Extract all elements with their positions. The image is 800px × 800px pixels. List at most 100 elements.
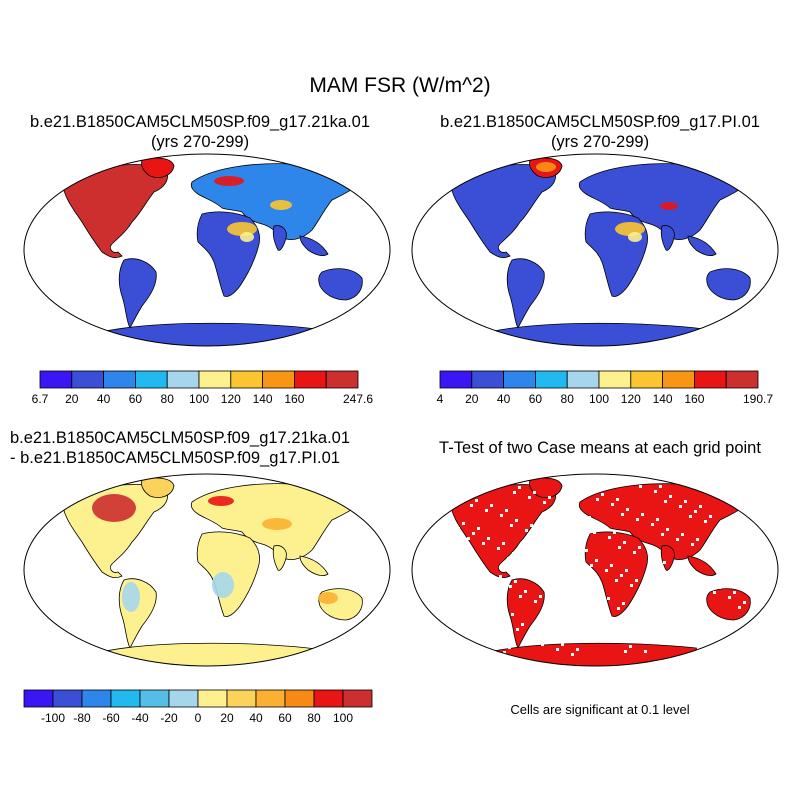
nonsignificant-cell	[741, 573, 744, 576]
nonsignificant-cell	[565, 549, 568, 552]
nonsignificant-cell	[556, 648, 559, 651]
nonsignificant-cell	[596, 498, 599, 501]
nonsignificant-cell	[507, 557, 510, 560]
nonsignificant-cell	[681, 533, 684, 536]
nonsignificant-cell	[469, 565, 472, 568]
nonsignificant-cell	[622, 602, 625, 605]
nonsignificant-cell	[453, 621, 456, 624]
colorbar-label: 60	[129, 392, 143, 406]
nonsignificant-cell	[623, 541, 626, 544]
colorbar-label: 40	[97, 392, 111, 406]
panel-title-case1-line1: b.e21.B1850CAM5CLM50SP.f09_g17.21ka.01	[29, 113, 371, 131]
nonsignificant-cell	[496, 608, 499, 611]
nonsignificant-cell	[466, 598, 469, 601]
landmass-seAsia	[687, 235, 717, 257]
field-patch	[122, 582, 140, 612]
nonsignificant-cell	[448, 626, 451, 629]
nonsignificant-cell	[749, 535, 752, 538]
field-patch	[660, 202, 678, 210]
nonsignificant-cell	[709, 515, 712, 518]
colorbar-label: 80	[561, 392, 575, 406]
nonsignificant-cell	[696, 538, 699, 541]
nonsignificant-cell	[727, 487, 730, 490]
field-patch	[212, 572, 234, 598]
nonsignificant-cell	[437, 507, 440, 510]
nonsignificant-cell	[477, 527, 480, 530]
colorbar-label: 80	[161, 392, 175, 406]
nonsignificant-cell	[743, 601, 746, 604]
panel-title-case1: b.e21.B1850CAM5CLM50SP.f09_g17.21ka.01 (…	[0, 112, 400, 152]
nonsignificant-cell	[740, 634, 743, 637]
nonsignificant-cell	[611, 503, 614, 506]
nonsignificant-cell	[625, 569, 628, 572]
main-title: MAM FSR (W/m^2)	[309, 74, 491, 97]
nonsignificant-cell	[574, 620, 577, 623]
nonsignificant-cell	[758, 606, 761, 609]
nonsignificant-cell	[451, 593, 454, 596]
nonsignificant-cell	[502, 542, 505, 545]
nonsignificant-cell	[593, 531, 596, 534]
nonsignificant-cell	[725, 629, 728, 632]
colorbar-box	[471, 370, 504, 389]
panel-title-ttest: T-Test of two Case means at each grid po…	[439, 439, 761, 457]
colorbar-label: 140	[253, 392, 273, 406]
landmass-africa	[584, 531, 648, 617]
map-case1	[23, 153, 391, 347]
nonsignificant-cell	[450, 484, 453, 487]
nonsignificant-cell	[499, 575, 502, 578]
colorbar-label: 4	[437, 392, 444, 406]
colorbar-label: 100	[589, 392, 609, 406]
landmass-southAmerica	[118, 258, 157, 329]
nonsignificant-cell	[474, 560, 477, 563]
nonsignificant-cell	[555, 539, 558, 542]
colorbar-box	[230, 370, 264, 389]
nonsignificant-cell	[645, 589, 648, 592]
landmass-southAmerica	[506, 258, 545, 329]
nonsignificant-cell	[589, 625, 592, 628]
nonsignificant-cell	[595, 559, 598, 562]
nonsignificant-cell	[728, 596, 731, 599]
colorbar-box	[255, 689, 286, 708]
nonsignificant-cell	[662, 622, 665, 625]
nonsignificant-cell	[506, 618, 509, 621]
nonsignificant-cell	[663, 561, 666, 564]
colorbar-label: 20	[465, 392, 479, 406]
nonsignificant-cell	[699, 505, 702, 508]
nonsignificant-cell	[475, 499, 478, 502]
nonsignificant-cell	[510, 524, 513, 527]
nonsignificant-cell	[648, 556, 651, 559]
nonsignificant-cell	[731, 563, 734, 566]
field-patch	[214, 176, 244, 186]
nonsignificant-cell	[716, 558, 719, 561]
colorbar-label: 40	[249, 711, 263, 725]
nonsignificant-cell	[694, 510, 697, 513]
nonsignificant-cell	[494, 580, 497, 583]
colorbar-box	[662, 370, 695, 389]
nonsignificant-cell	[540, 534, 543, 537]
nonsignificant-cell	[519, 595, 522, 598]
nonsignificant-cell	[479, 575, 482, 578]
nonsignificant-cell	[525, 529, 528, 532]
nonsignificant-cell	[470, 504, 473, 507]
panel-title-case2: b.e21.B1850CAM5CLM50SP.f09_g17.PI.01 (yr…	[400, 112, 800, 152]
nonsignificant-cell	[738, 606, 741, 609]
colorbar-box	[313, 689, 344, 708]
nonsignificant-cell	[635, 579, 638, 582]
nonsignificant-cell	[614, 640, 617, 643]
nonsignificant-cell	[697, 647, 700, 650]
nonsignificant-cell	[561, 643, 564, 646]
nonsignificant-cell	[504, 590, 507, 593]
colorbar-box	[284, 689, 315, 708]
nonsignificant-cell	[619, 635, 622, 638]
field-patch	[536, 162, 556, 172]
nonsignificant-cell	[658, 566, 661, 569]
nonsignificant-cell	[703, 581, 706, 584]
colorbar-label: 160	[684, 392, 704, 406]
colorbar-label: 20	[65, 392, 79, 406]
landmass-northAmerica	[449, 484, 556, 579]
nonsignificant-cell	[562, 582, 565, 585]
nonsignificant-cell	[654, 490, 657, 493]
landmass-seAsia	[299, 235, 329, 257]
field-patch	[240, 232, 254, 242]
panel-title-diff-line1: b.e21.B1850CAM5CLM50SP.f09_g17.21ka.01	[10, 429, 351, 447]
